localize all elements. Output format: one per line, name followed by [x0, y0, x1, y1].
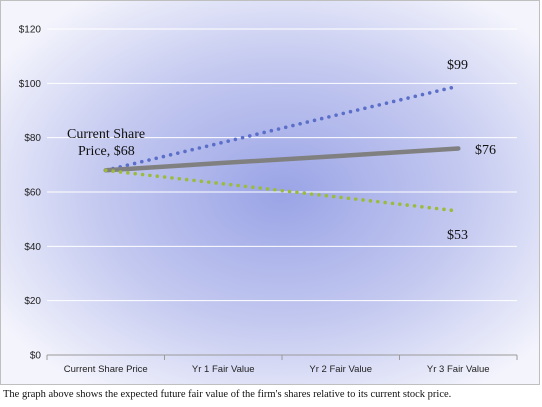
line-chart: $0 $20 $40 $60 $80 $100 $120 Current Share Pri…: [1, 1, 539, 384]
series-lines: [103, 84, 461, 213]
annotations: Current Share Price, $68 $99 $76 $53: [67, 58, 496, 243]
series-line-low: [104, 168, 461, 213]
y-tick-label: $40: [24, 242, 41, 253]
x-category-label: Yr 1 Fair Value: [192, 364, 255, 375]
gridlines: [47, 28, 517, 356]
y-tick-label: $60: [24, 188, 41, 199]
base-end-label: $76: [475, 143, 496, 158]
chart-caption: The graph above shows the expected futur…: [3, 389, 452, 400]
chart-frame: $0 $20 $40 $60 $80 $100 $120 Current Share Pri…: [0, 0, 540, 385]
low-end-label: $53: [447, 228, 468, 243]
y-tick-label: $20: [24, 296, 41, 307]
y-tick-label: $120: [19, 25, 42, 36]
x-category-label: Yr 2 Fair Value: [309, 364, 372, 375]
x-category-label: Current Share Price: [64, 364, 148, 375]
y-tick-label: $100: [19, 79, 42, 90]
x-category-label: Yr 3 Fair Value: [427, 364, 490, 375]
y-axis: $0 $20 $40 $60 $80 $100 $120: [19, 25, 42, 362]
high-end-label: $99: [447, 58, 468, 73]
y-tick-label: $80: [24, 133, 41, 144]
y-tick-label: $0: [30, 351, 42, 362]
start-annotation-line2: Price, $68: [78, 144, 135, 159]
x-axis: Current Share Price Yr 1 Fair Value Yr 2 F…: [46, 355, 518, 375]
series-line-high: [104, 84, 461, 173]
start-annotation-line1: Current Share: [67, 127, 145, 142]
series-line-base: [103, 146, 461, 173]
